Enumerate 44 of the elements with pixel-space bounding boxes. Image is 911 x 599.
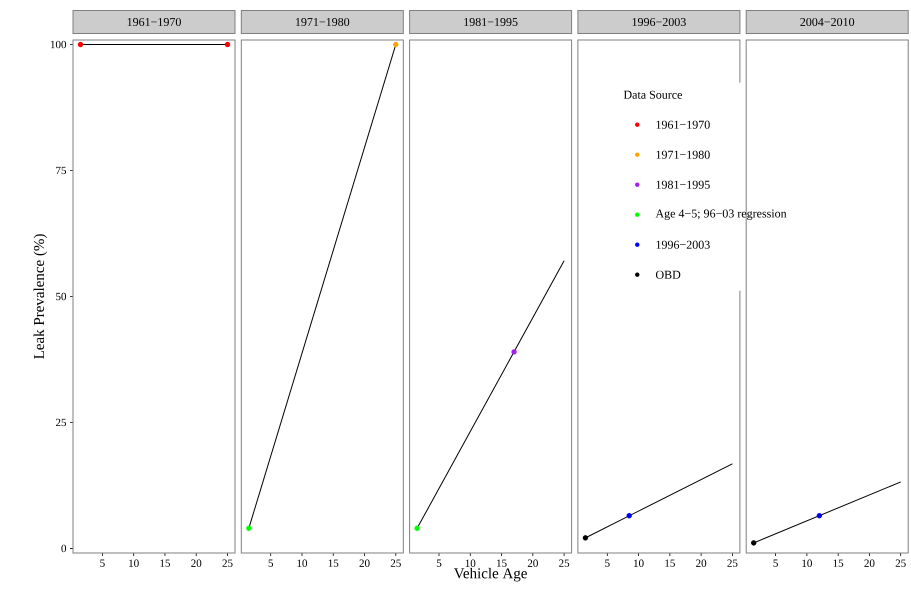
- legend-label: 1961−1970: [656, 120, 710, 129]
- x-tick-label: 5: [605, 560, 610, 567]
- x-tick-label: 15: [328, 560, 338, 567]
- x-tick-label: 15: [834, 560, 844, 567]
- chart-title: 2004−2010: [800, 18, 854, 26]
- chart-title: 1961−1970: [128, 18, 181, 26]
- x-tick-label: 20: [360, 560, 370, 567]
- x-tick-label: 20: [191, 560, 202, 567]
- legend-label: 1981−1995: [656, 180, 710, 189]
- x-tick-label: 15: [160, 560, 170, 567]
- x-tick-label: 5: [436, 560, 442, 567]
- x-tick-label: 10: [466, 560, 476, 567]
- x-tick-label: 5: [268, 560, 274, 567]
- legend-title: Data Source: [624, 90, 682, 99]
- y-tick-label: 75: [56, 166, 66, 174]
- legend-label: 1996−2003: [656, 240, 710, 249]
- x-axis-title: Vehicle Age: [454, 568, 527, 582]
- x-tick-label: 20: [528, 560, 538, 567]
- x-tick-label: 10: [802, 560, 812, 567]
- chart-title: 1996−2003: [632, 18, 686, 26]
- x-tick-label: 15: [497, 560, 507, 567]
- y-tick-label: 100: [50, 40, 66, 48]
- x-tick-label: 25: [896, 560, 906, 567]
- y-tick-label: 50: [56, 292, 66, 300]
- x-tick-label: 25: [222, 560, 233, 567]
- x-tick-label: 20: [696, 560, 706, 567]
- x-tick-label: 5: [100, 560, 105, 567]
- y-tick-label: 0: [61, 544, 66, 552]
- x-tick-label: 20: [864, 560, 874, 567]
- chart-title: 1971−1980: [296, 18, 350, 26]
- x-tick-label: 5: [773, 560, 778, 567]
- legend-label: Age 4−5; 96−03 regression: [656, 209, 786, 220]
- x-tick-label: 15: [665, 560, 675, 567]
- y-tick-label: 25: [56, 418, 66, 426]
- x-tick-label: 25: [727, 560, 738, 567]
- legend-label: 1971−1980: [656, 150, 710, 159]
- x-tick-label: 25: [390, 560, 401, 567]
- y-axis-title: Leak Prevalence (%): [34, 234, 48, 359]
- chart-title: 1981−1995: [464, 18, 518, 26]
- x-tick-label: 10: [634, 560, 644, 567]
- x-tick-label: 10: [129, 560, 139, 567]
- legend-label: OBD: [656, 270, 680, 279]
- x-tick-label: 10: [297, 560, 308, 567]
- x-tick-label: 25: [559, 560, 570, 567]
